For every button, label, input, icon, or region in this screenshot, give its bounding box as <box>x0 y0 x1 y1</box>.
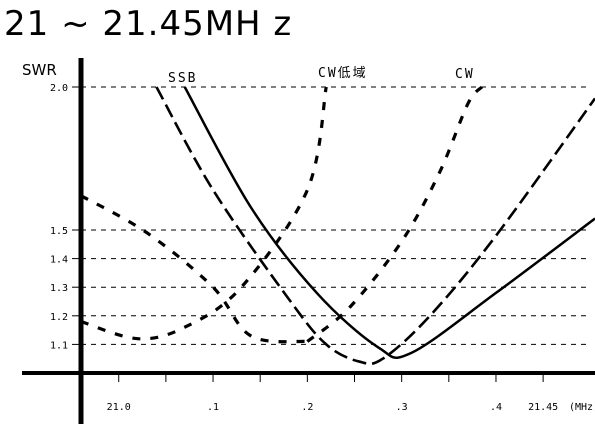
series-line-unlabeled-3 <box>80 194 308 344</box>
x-tick-label: .3 <box>396 402 408 413</box>
x-tick-label: .2 <box>301 402 313 413</box>
series-label-cw: CW <box>455 67 475 82</box>
x-tick-label: 21.45 <box>528 402 558 413</box>
x-tick-label: .1 <box>207 402 219 413</box>
x-tick-label: .4 <box>490 402 502 413</box>
y-tick-label: 2.0 <box>50 83 68 94</box>
y-tick-label: 1.4 <box>50 255 68 266</box>
y-tick-label: 1.2 <box>50 312 68 323</box>
chart-title: 21 ~ 21.45MH z <box>4 4 293 44</box>
grid-lines <box>81 86 590 345</box>
series-labels: SSB CW低域 CW <box>168 66 475 86</box>
x-unit-label: (MHz) <box>569 402 595 413</box>
series-line-ssb-0 <box>155 86 595 366</box>
series-label-cw-: CW低域 <box>318 66 368 81</box>
series-line-unlabeled-1 <box>183 86 595 360</box>
series-label-ssb: SSB <box>168 71 197 86</box>
y-tick-label: 1.1 <box>50 340 68 351</box>
y-ticks: 1.1 1.2 1.3 1.4 1.5 2.0 <box>50 83 81 351</box>
series-lines <box>80 85 595 366</box>
x-tick-label: 21.0 <box>107 402 131 413</box>
x-ticks: 21.0 .1 .2 .3 .4 21.45 (MHz) <box>107 373 595 413</box>
y-tick-label: 1.5 <box>50 226 68 237</box>
y-axis-label: SWR <box>22 61 57 79</box>
series-line-cw-4 <box>306 85 484 343</box>
y-tick-label: 1.3 <box>50 283 68 294</box>
axes: SWR <box>22 58 595 424</box>
series-line-cw--2 <box>80 86 328 341</box>
